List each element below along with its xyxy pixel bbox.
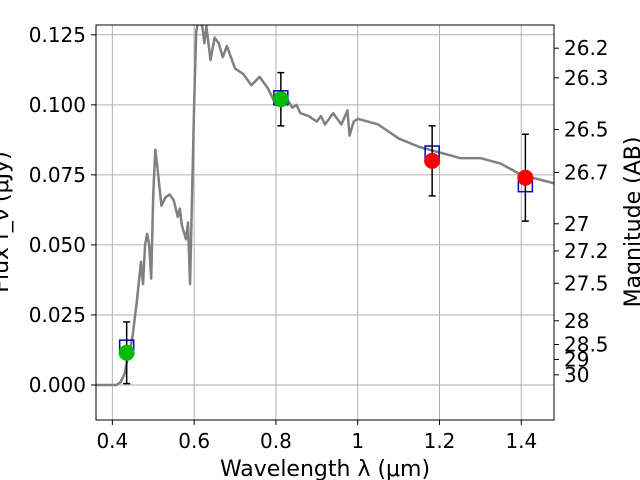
x-tick-label: 0.8 (260, 429, 292, 453)
y-tick-label: 0.125 (29, 23, 86, 47)
x-tick-label: 1.2 (424, 429, 456, 453)
observed-photometry-point (517, 169, 534, 186)
axes: 0.4 0.6 0.8 1 1.2 1.4 0.000 0.025 0.050 0.075 0.10… (29, 23, 609, 453)
y2-tick-label: 27 (564, 212, 589, 236)
grid (96, 25, 554, 420)
y2-tick-label: 26.7 (564, 160, 609, 184)
x-tick-label: 1 (351, 429, 364, 453)
y-tick-label: 0.025 (29, 303, 86, 327)
y2-axis-label: Magnitude (AB) (621, 137, 640, 308)
y2-tick-label: 27.5 (564, 271, 609, 295)
observed-photometry-point (424, 152, 441, 169)
y2-tick-label: 27.2 (564, 239, 609, 263)
plot-frame (95, 24, 555, 421)
y2-tick-label: 29 (564, 347, 589, 371)
y2-tick-label: 26.2 (564, 36, 609, 60)
plot-series (96, 25, 554, 387)
x-tick-label: 0.6 (178, 429, 210, 453)
y2-tick-label: 28.5 (564, 332, 609, 356)
observed-photometry-point (272, 91, 289, 108)
observed-photometry-point (118, 344, 135, 361)
y2-tick-label: 26.3 (564, 66, 609, 90)
y2-tick-label: 26.5 (564, 117, 609, 141)
y2-tick-label: 30 (564, 363, 589, 387)
y-tick-label: 0.100 (29, 93, 86, 117)
model-spectrum-line (96, 25, 554, 387)
y-tick-label: 0.050 (29, 233, 86, 257)
y-tick-label: 0.075 (29, 163, 86, 187)
y-axis-label: Flux f_ν (μJy) (0, 151, 14, 292)
y2-tick-label: 28 (564, 309, 589, 333)
x-tick-label: 1.4 (505, 429, 537, 453)
x-tick-label: 0.4 (96, 429, 128, 453)
y-tick-label: 0.000 (29, 373, 86, 397)
x-axis-label: Wavelength λ (μm) (220, 457, 430, 480)
